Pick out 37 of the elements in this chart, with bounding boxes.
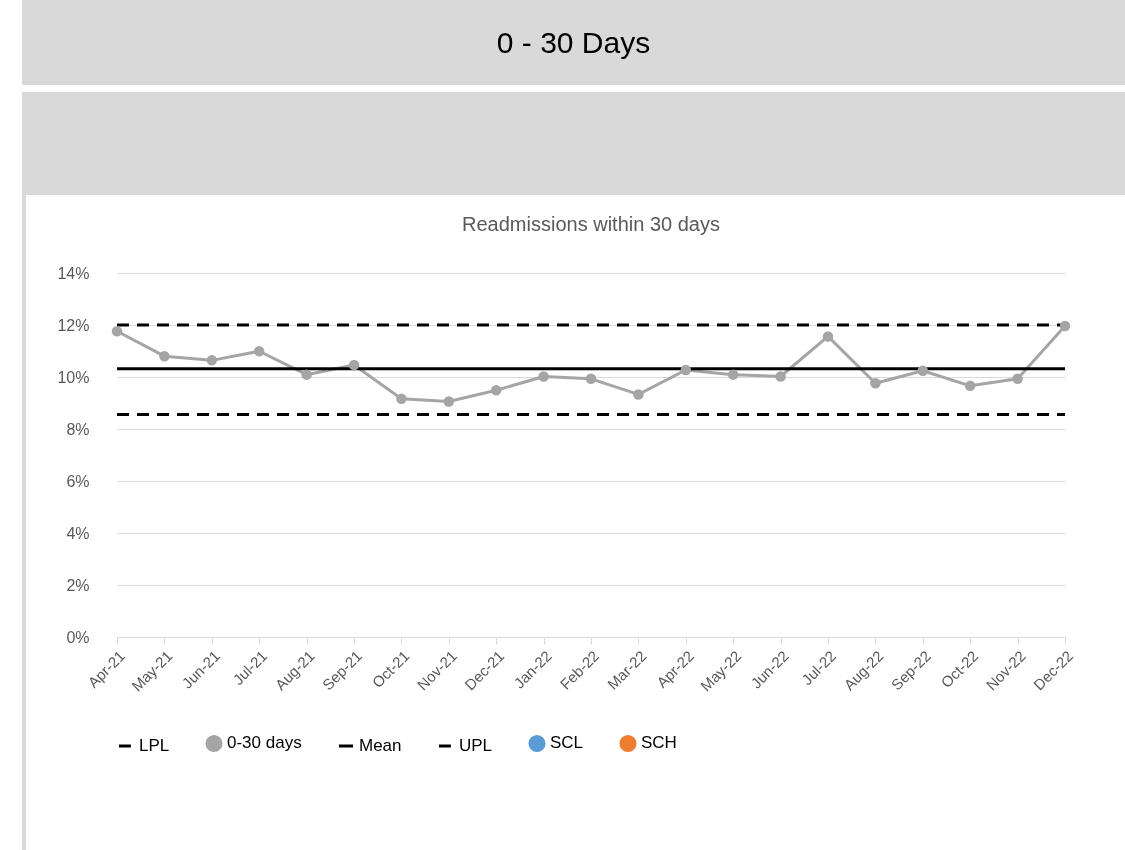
point xyxy=(822,331,834,342)
point xyxy=(917,365,929,376)
point xyxy=(348,359,360,371)
point xyxy=(301,369,312,380)
point xyxy=(680,364,692,376)
point xyxy=(159,350,170,362)
point xyxy=(443,396,455,407)
point xyxy=(538,371,549,382)
y-tick-label: 10% xyxy=(57,368,90,386)
point xyxy=(585,373,597,385)
point xyxy=(1012,373,1023,385)
point xyxy=(870,378,881,389)
point xyxy=(727,369,739,380)
legend-label: SCH xyxy=(641,733,677,753)
chart-subtitle: Readmissions within 30 days xyxy=(462,213,720,235)
point xyxy=(206,355,218,366)
y-tick-label: 8% xyxy=(66,420,90,438)
y-tick-label: 2% xyxy=(66,576,90,594)
point xyxy=(964,380,976,392)
point xyxy=(253,346,265,357)
legend-label: Mean xyxy=(359,736,402,755)
y-tick-label: 12% xyxy=(57,316,90,334)
legend-label: SCL xyxy=(550,733,584,753)
point xyxy=(111,326,123,337)
legend-label: 0-30 days xyxy=(227,733,302,753)
point xyxy=(396,393,407,405)
chart-title: 0 - 30 Days xyxy=(22,0,1125,85)
y-tick-label: 6% xyxy=(66,472,90,490)
y-tick-label: 4% xyxy=(66,524,90,542)
legend-label: UPL xyxy=(459,736,493,755)
legend-label: LPL xyxy=(139,736,170,755)
point xyxy=(1059,320,1071,332)
y-tick-label: 14% xyxy=(57,264,90,282)
y-tick-label: 0% xyxy=(66,628,90,646)
point xyxy=(490,385,502,396)
point xyxy=(775,371,786,382)
point xyxy=(633,389,644,400)
